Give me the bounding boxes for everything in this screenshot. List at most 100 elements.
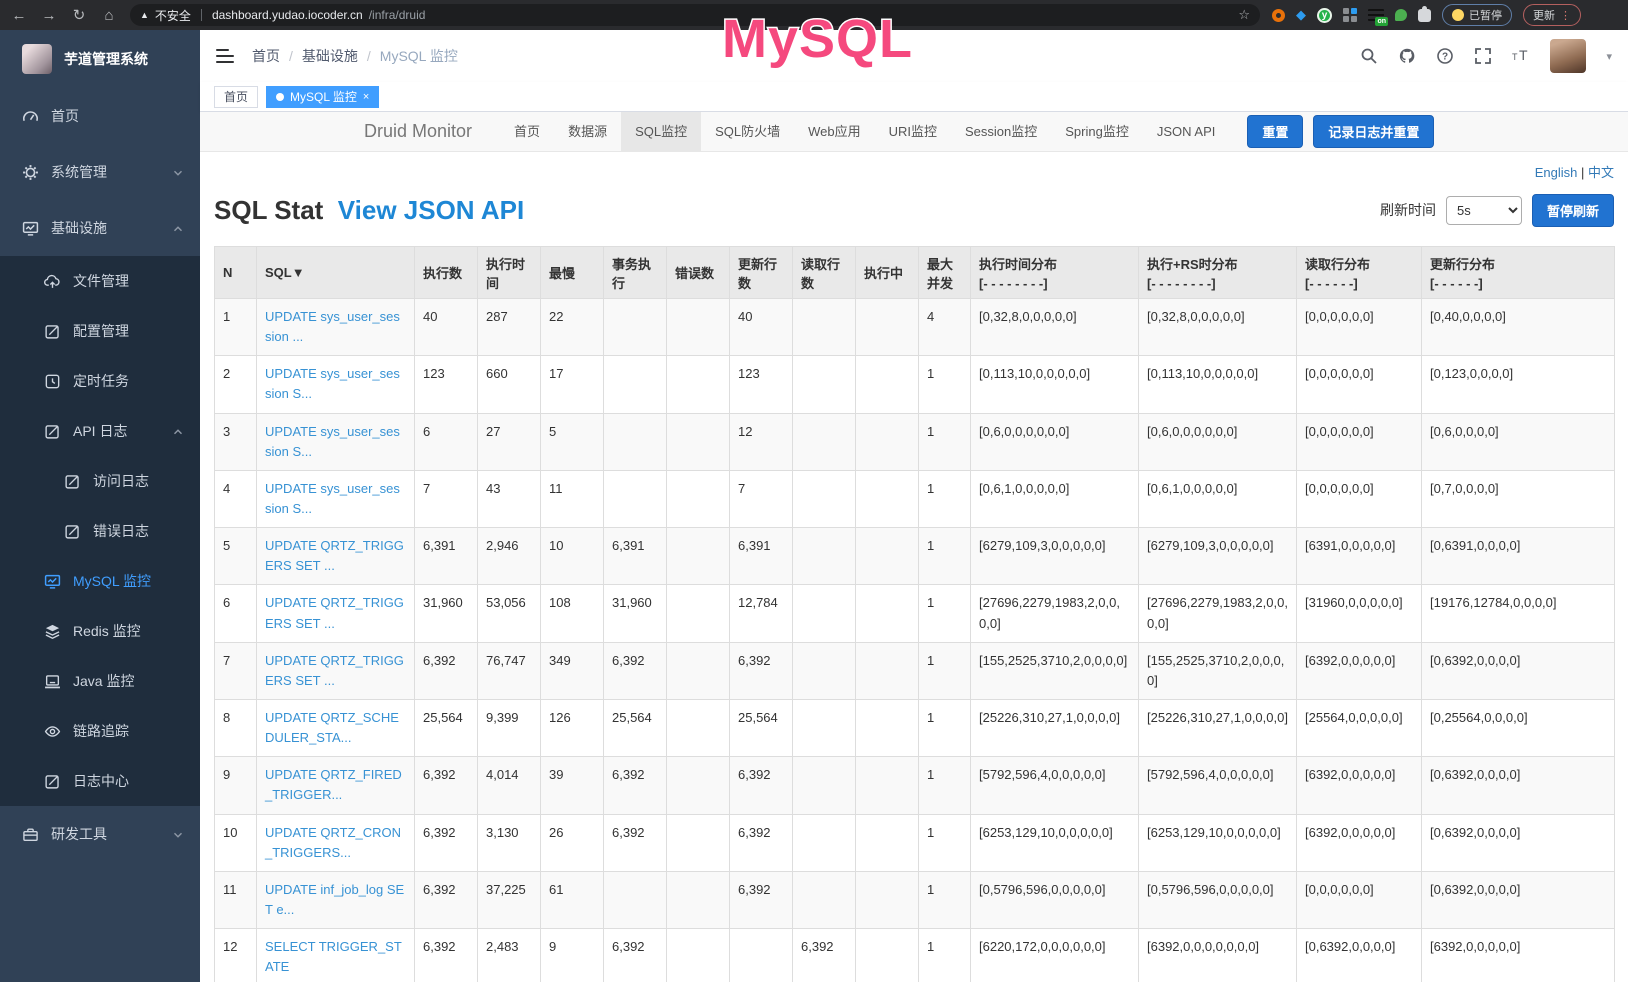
tag-home[interactable]: 首页 [214,85,259,108]
breadcrumb-home[interactable]: 首页 [252,48,280,64]
druid-nav-item[interactable]: SQL监控 [621,112,702,151]
column-header[interactable]: 更新行分布 [- - - - - -] [1421,246,1615,299]
column-header[interactable]: 读取行分布 [- - - - - -] [1296,246,1422,299]
sql-statement-link[interactable]: UPDATE QRTZ_TRIGGERS SET ... [265,652,404,688]
column-header[interactable]: 最慢 [540,246,604,299]
github-icon[interactable] [1398,47,1416,65]
user-avatar[interactable] [1550,39,1587,73]
sql-statement-link[interactable]: UPDATE QRTZ_SCHEDULER_STA... [265,709,399,746]
tag-mysql-monitor[interactable]: MySQL 监控 × [266,85,380,108]
column-header[interactable]: 最大并发 [918,246,971,299]
sidebar-item-api-log[interactable]: API 日志 [0,406,200,456]
sidebar-item-mysql[interactable]: MySQL 监控 [0,556,200,606]
druid-nav-item[interactable]: Session监控 [965,124,1038,139]
extension-list-icon[interactable]: on [1368,9,1388,26]
browser-update-button[interactable]: 更新 ⋮ [1523,4,1581,26]
extension-squares-icon[interactable] [1343,8,1357,22]
sidebar-item-trace[interactable]: 链路追踪 [0,706,200,756]
table-cell: 6,392 [603,928,667,982]
sidebar-item-job[interactable]: 定时任务 [0,356,200,406]
sql-statement-link[interactable]: UPDATE QRTZ_TRIGGERS SET ... [265,595,404,631]
column-header[interactable]: 错误数 [666,246,730,299]
column-header[interactable]: 更新行数 [729,246,793,299]
browser-extensions-area: ◆ y on 已暂停 更新 ⋮ [1272,4,1581,26]
tags-bar: 首页 MySQL 监控 × [200,82,1628,112]
column-header[interactable]: SQL▼ [256,246,415,299]
column-header[interactable]: 读取行数 [792,246,856,299]
log-and-reset-button[interactable]: 记录日志并重置 [1313,115,1435,148]
column-header[interactable]: 执行数 [414,246,478,299]
help-icon[interactable]: ? [1436,47,1454,65]
view-json-api-link[interactable]: View JSON API [337,194,525,225]
browser-back-icon[interactable]: ← [11,6,27,24]
close-icon[interactable]: × [362,90,370,103]
sidebar-item-java[interactable]: Java 监控 [0,656,200,706]
druid-brand[interactable]: Druid Monitor [364,121,473,141]
browser-address-bar[interactable]: ▲ 不安全 dashboard.yudao.iocoder.cn/infra/d… [130,4,1260,26]
sidebar-item-home[interactable]: 首页 [0,88,200,144]
bookmark-star-icon[interactable]: ☆ [1238,7,1250,22]
column-header[interactable]: 执行时间 [477,246,541,299]
column-header[interactable]: 事务执行 [603,246,667,299]
sidebar-collapse-icon[interactable] [216,49,234,63]
reset-button[interactable]: 重置 [1247,115,1304,148]
browser-forward-icon[interactable]: → [41,6,57,24]
sql-statement-link[interactable]: UPDATE sys_user_session S... [265,480,400,516]
column-header[interactable]: N [214,246,257,299]
druid-nav-item[interactable]: URI监控 [888,124,937,139]
druid-nav-item[interactable]: JSON API [1156,124,1216,139]
sql-statement-link[interactable]: UPDATE sys_user_session S... [265,423,400,459]
extension-gem-icon[interactable]: ◆ [1296,7,1306,22]
table-cell [666,698,730,758]
table-cell: 4 [214,469,257,529]
caret-down-icon[interactable]: ▾ [1606,50,1612,63]
column-header[interactable]: 执行中 [855,246,919,299]
sidebar-item-label: 基础设施 [51,220,107,236]
druid-nav-item[interactable]: SQL防火墙 [715,124,781,139]
sidebar-item-redis[interactable]: Redis 监控 [0,606,200,656]
sql-statement-link[interactable]: UPDATE QRTZ_TRIGGERS SET ... [265,538,404,574]
sql-statement-link[interactable]: UPDATE QRTZ_CRON_TRIGGERS... [265,824,402,860]
column-header[interactable]: 执行+RS时分布 [- - - - - - - -] [1138,246,1297,299]
table-cell: 11 [540,469,604,529]
fullscreen-icon[interactable] [1474,47,1492,65]
table-cell [792,527,856,586]
sidebar-item-config[interactable]: 配置管理 [0,306,200,356]
sql-statement-link[interactable]: UPDATE sys_user_session ... [265,309,400,345]
table-cell: [0,5796,596,0,0,0,0,0] [1138,870,1297,930]
extension-donut-icon[interactable] [1272,8,1285,22]
sidebar-item-log-center[interactable]: 日志中心 [0,756,200,806]
browser-reload-icon[interactable]: ↻ [72,7,86,24]
search-icon[interactable] [1360,47,1378,65]
druid-nav-item[interactable]: Web应用 [808,124,861,139]
sidebar-item-system[interactable]: 系统管理 [0,144,200,200]
column-header[interactable]: 执行时间分布 [- - - - - - - -] [970,246,1139,299]
sql-statement-link[interactable]: UPDATE inf_job_log SET e... [265,881,405,917]
sidebar-item-infra[interactable]: 基础设施 [0,200,200,256]
druid-nav-item[interactable]: 数据源 [568,124,608,139]
app-logo-avatar [22,44,52,74]
pause-refresh-button[interactable]: 暂停刷新 [1531,193,1614,227]
table-cell: 6,392 [414,813,478,872]
lang-chinese-link[interactable]: 中文 [1587,165,1614,180]
sidebar-item-label: 系统管理 [51,164,107,180]
extensions-puzzle-icon[interactable] [1418,5,1431,22]
sidebar-item-file[interactable]: 文件管理 [0,256,200,306]
table-cell [855,527,919,586]
browser-home-icon[interactable]: ⌂ [104,6,114,24]
druid-nav-item[interactable]: 首页 [514,124,541,139]
refresh-interval-select[interactable]: 5s [1445,195,1522,225]
sql-statement-link[interactable]: SELECT TRIGGER_STATE [265,939,402,975]
sql-statement-link[interactable]: UPDATE sys_user_session S... [265,366,400,402]
paused-badge[interactable]: 已暂停 [1442,4,1512,26]
extension-y-icon[interactable]: y [1317,7,1332,23]
breadcrumb-infra[interactable]: 基础设施 [301,48,358,64]
sidebar-item-access-log[interactable]: 访问日志 [0,456,200,506]
druid-nav-item[interactable]: Spring监控 [1065,124,1129,139]
sql-statement-link[interactable]: UPDATE QRTZ_FIRED_TRIGGER... [265,767,402,803]
extension-sprout-icon[interactable] [1395,9,1407,21]
lang-english-link[interactable]: English [1534,165,1578,180]
sidebar-item-error-log[interactable]: 错误日志 [0,506,200,556]
sidebar-item-dev-tools[interactable]: 研发工具 [0,806,200,862]
